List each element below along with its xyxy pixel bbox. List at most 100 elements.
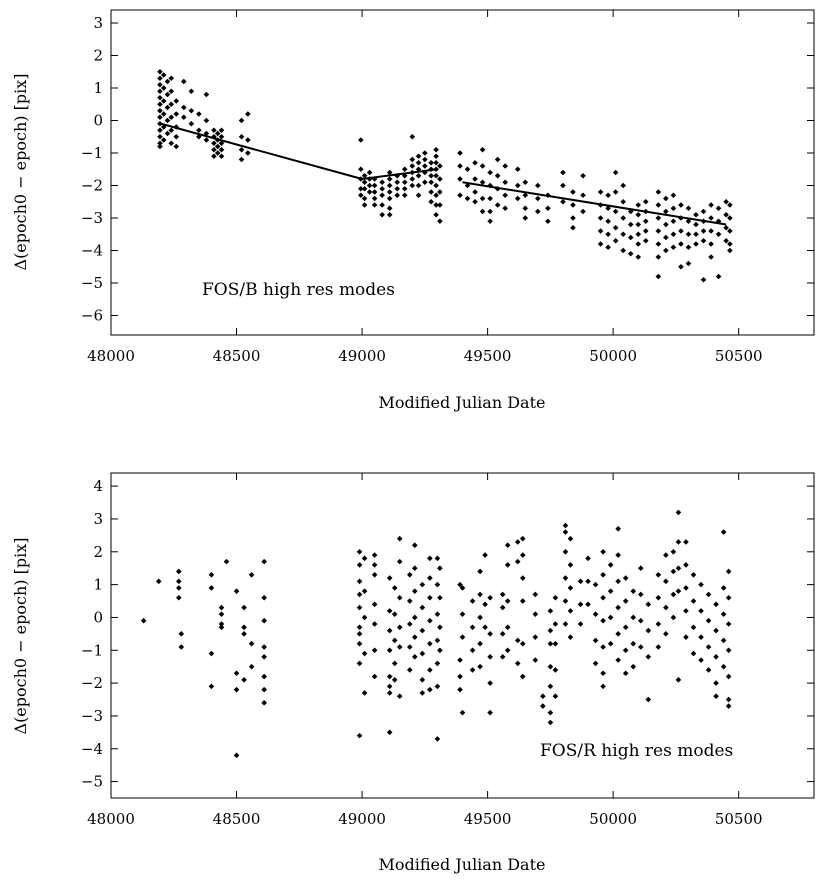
data-point <box>157 140 163 147</box>
y-tick-label: −1 <box>81 144 103 162</box>
data-point <box>178 644 185 650</box>
data-point <box>612 189 619 195</box>
data-point <box>157 107 163 114</box>
y-tick-label: −3 <box>81 707 103 725</box>
data-point <box>663 604 669 611</box>
data-point <box>487 631 493 637</box>
data-point <box>361 588 368 594</box>
data-point <box>655 273 662 280</box>
data-point <box>160 124 167 130</box>
data-point <box>173 111 180 117</box>
data-point <box>675 565 682 572</box>
data-point <box>386 673 393 680</box>
data-point <box>705 644 712 650</box>
data-point <box>715 218 722 225</box>
data-point <box>605 244 611 251</box>
data-point <box>356 604 363 611</box>
data-point <box>532 611 539 617</box>
data-point <box>612 237 619 244</box>
data-point <box>685 205 692 212</box>
data-point <box>577 621 584 627</box>
data-point <box>238 117 245 124</box>
data-point <box>600 617 606 624</box>
data-point <box>464 182 471 189</box>
data-point <box>428 172 434 179</box>
data-point <box>532 634 539 640</box>
data-point <box>411 634 418 640</box>
plot-frame <box>110 472 815 799</box>
data-point <box>615 552 621 558</box>
y-tick-label: 1 <box>93 576 103 594</box>
data-point <box>356 562 363 568</box>
x-tick-label: 49500 <box>464 347 512 365</box>
data-point <box>469 624 476 631</box>
data-point <box>620 215 626 221</box>
data-point <box>173 124 180 130</box>
data-point <box>708 215 714 221</box>
data-point <box>181 104 187 111</box>
x-tick-label: 48500 <box>213 810 261 828</box>
data-point <box>504 647 511 654</box>
data-point <box>678 241 684 247</box>
data-point <box>635 241 642 247</box>
data-point <box>562 575 569 581</box>
data-point <box>622 598 629 604</box>
data-point <box>514 558 521 565</box>
data-point <box>160 85 167 91</box>
data-point <box>562 621 569 627</box>
data-point <box>434 555 441 562</box>
data-point <box>472 198 478 205</box>
data-point <box>160 137 167 143</box>
data-point <box>637 644 644 650</box>
data-point <box>597 189 604 195</box>
data-point <box>371 195 378 202</box>
data-point <box>415 166 422 173</box>
data-point <box>469 647 476 654</box>
data-point <box>203 137 210 143</box>
data-point <box>248 663 255 670</box>
data-point <box>218 133 225 140</box>
plot-frame <box>110 9 815 336</box>
data-point <box>580 192 586 199</box>
x-tick-label: 49500 <box>464 810 512 828</box>
data-point <box>675 588 682 594</box>
data-point <box>157 120 163 127</box>
data-point <box>637 565 644 572</box>
data-point <box>705 617 712 624</box>
data-point <box>160 111 167 117</box>
data-point <box>386 690 393 696</box>
data-point <box>391 677 398 683</box>
data-point <box>727 228 733 234</box>
data-point <box>552 594 559 601</box>
data-point <box>612 169 619 176</box>
data-point <box>622 647 629 654</box>
data-point <box>160 98 167 104</box>
data-point <box>642 198 649 205</box>
data-point <box>196 133 202 140</box>
data-point <box>233 670 240 677</box>
x-tick-label: 49000 <box>338 810 386 828</box>
data-point <box>358 176 364 182</box>
data-point <box>238 146 245 153</box>
data-point <box>422 163 428 169</box>
data-point <box>655 254 662 260</box>
data-point <box>519 552 526 558</box>
data-point <box>620 247 626 254</box>
data-point <box>422 169 428 176</box>
data-point <box>487 709 493 716</box>
data-point <box>522 205 529 212</box>
data-point <box>140 617 147 624</box>
data-point <box>208 683 215 690</box>
data-point <box>725 594 732 601</box>
data-point <box>683 539 689 545</box>
data-point <box>519 575 526 581</box>
y-tick-label: 0 <box>93 608 103 626</box>
data-point <box>522 215 529 221</box>
data-point <box>585 601 591 608</box>
data-point <box>409 169 416 176</box>
data-point <box>479 195 486 202</box>
data-point <box>487 195 493 202</box>
data-point <box>535 195 541 202</box>
data-point <box>214 143 221 150</box>
data-point <box>577 578 584 585</box>
